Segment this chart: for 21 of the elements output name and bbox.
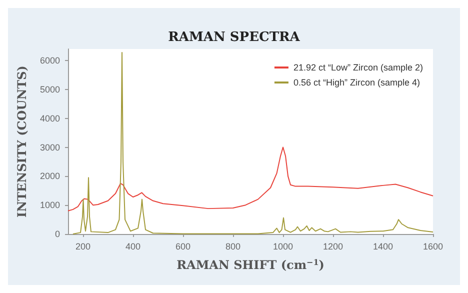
x-tick-label: 1600 [422,242,444,252]
x-tick-label: 400 [125,242,141,252]
legend-label: 21.92 ct “Low” Zircon (sample 2) [293,62,424,72]
y-tick-label: 1000 [40,200,60,210]
x-tick-label: 1400 [372,242,394,252]
chart-title: RAMAN SPECTRA [168,30,301,45]
x-tick-label: 1200 [322,242,344,252]
y-tick-label: 2000 [40,171,60,182]
x-tick-label: 800 [225,242,241,252]
y-tick-label: 5000 [40,84,60,94]
line-series [68,146,434,212]
y-tick-label: 3000 [40,142,60,152]
x-tick-label: 200 [75,242,91,252]
y-axis-title: INTENSITY (COUNTS) [15,66,29,218]
y-tick-label: 4000 [40,113,60,124]
line-series [72,52,434,234]
y-tick-label: 0 [54,229,60,239]
x-tick-label: 1000 [272,242,294,252]
legend-label: 0.56 ct “High” Zircon (sample 4) [293,78,420,88]
x-tick-label: 600 [175,242,191,252]
y-tick-label: 6000 [40,56,60,66]
